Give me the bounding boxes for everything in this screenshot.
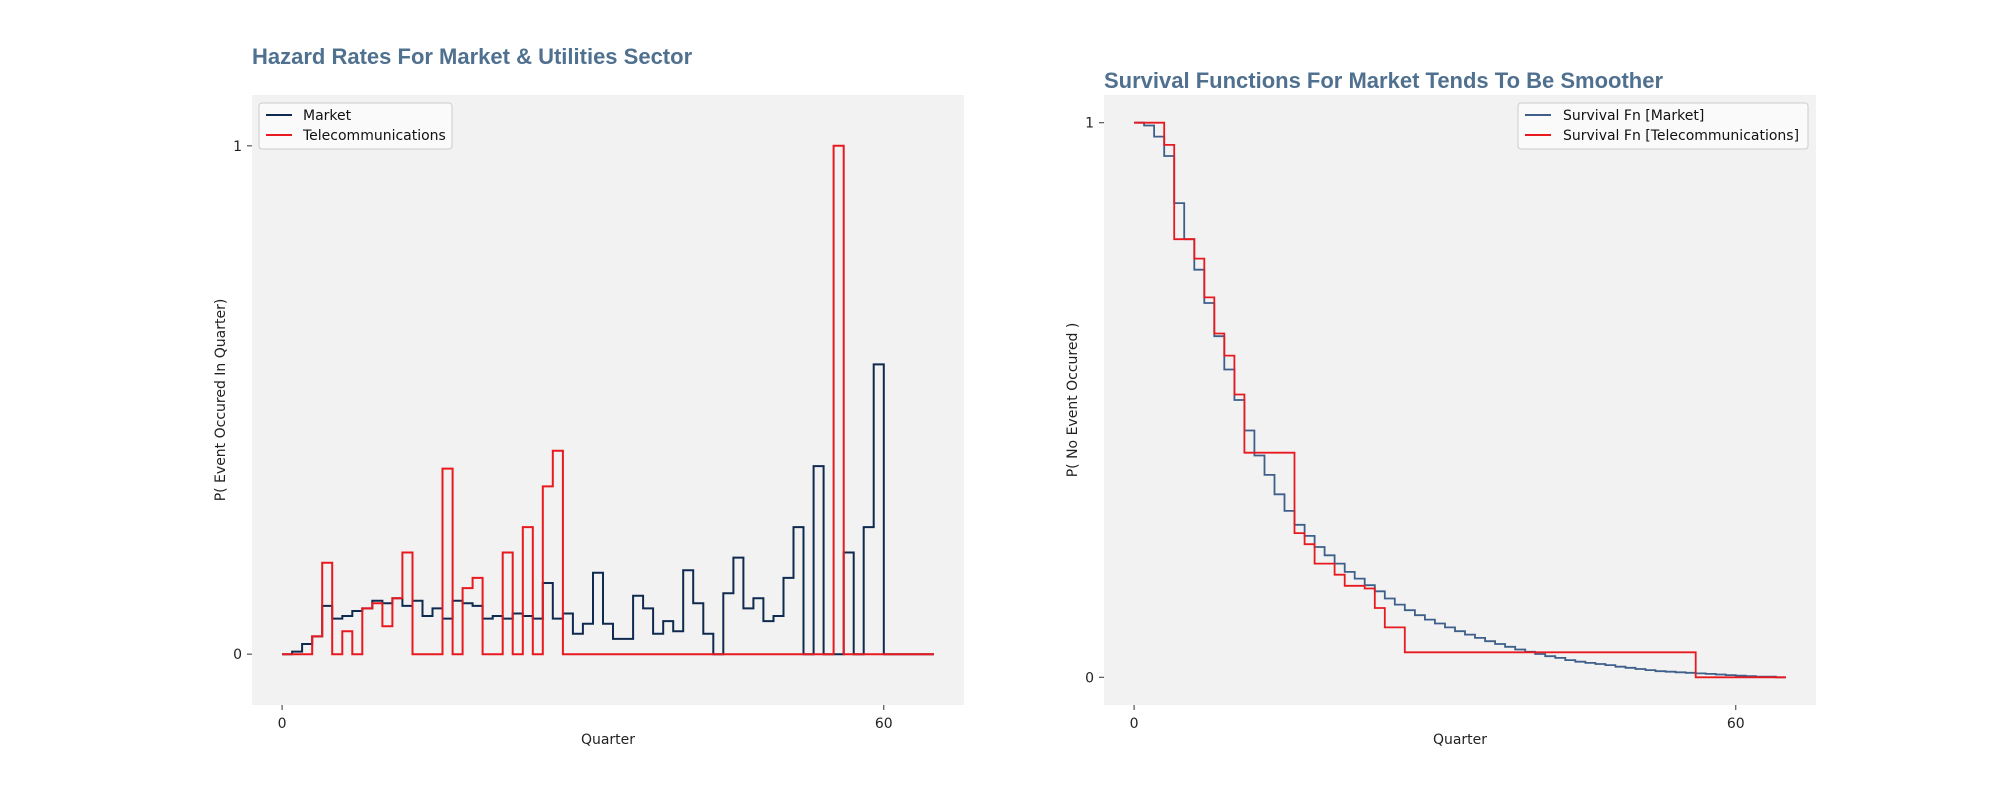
hazard-series-line-market — [282, 363, 934, 656]
hazard-series-group — [282, 144, 934, 656]
hazard-y-tick-label: 1 — [233, 139, 242, 155]
hazard-legend-label-market: Market — [303, 108, 352, 124]
survival-legend-box — [1517, 102, 1809, 150]
hazard-series-line-telecom — [282, 144, 934, 656]
survival-x-tick-label: 60 — [1727, 716, 1745, 732]
hazard-plot-area — [252, 95, 964, 705]
survival-series-line-telecom — [1134, 121, 1786, 679]
hazard-x-tick-label: 0 — [278, 716, 287, 732]
hazard-y-axis-label: P( Event Occured In Quarter) — [213, 299, 229, 502]
survival-chart: Survival Functions For Market Tends To B… — [1065, 68, 1816, 748]
survival-chart-title: Survival Functions For Market Tends To B… — [1104, 68, 1663, 93]
hazard-x-tick-label: 60 — [875, 716, 893, 732]
survival-plot-area — [1104, 95, 1816, 705]
survival-legend-label-market: Survival Fn [Market] — [1563, 108, 1704, 124]
survival-y-tick-label: 1 — [1085, 116, 1094, 132]
survival-series-group — [1134, 121, 1786, 679]
survival-x-tick-label: 0 — [1130, 716, 1139, 732]
hazard-legend-box — [258, 102, 453, 150]
hazard-chart: Hazard Rates For Market & Utilities Sect… — [213, 44, 964, 748]
survival-x-axis-label: Quarter — [1433, 732, 1487, 748]
hazard-chart-title: Hazard Rates For Market & Utilities Sect… — [252, 44, 693, 69]
survival-ticks: 0 60 0 1 — [1085, 116, 1745, 732]
hazard-legend: Market Telecommunications — [258, 102, 453, 150]
survival-legend: Survival Fn [Market] Survival Fn [Teleco… — [1517, 102, 1809, 150]
survival-y-tick-label: 0 — [1085, 670, 1094, 686]
survival-legend-label-telecom: Survival Fn [Telecommunications] — [1563, 128, 1799, 144]
hazard-y-tick-label: 0 — [233, 647, 242, 663]
hazard-legend-label-telecom: Telecommunications — [302, 128, 446, 144]
survival-y-axis-label: P( No Event Occured ) — [1065, 323, 1081, 478]
hazard-ticks: 0 60 0 1 — [233, 139, 893, 732]
hazard-x-axis-label: Quarter — [581, 732, 635, 748]
